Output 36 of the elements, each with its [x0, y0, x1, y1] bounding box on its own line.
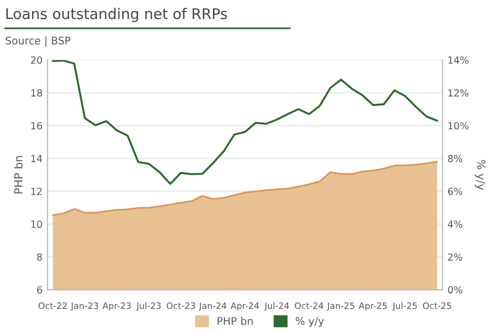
- x-tick-label: Oct-22: [38, 302, 67, 309]
- x-tick-label: Jul-24: [264, 302, 289, 311]
- y-tick-label: 10: [31, 220, 42, 228]
- x-tick-label: Jan-24: [198, 302, 226, 311]
- y2-tick-label: 2%: [448, 253, 462, 261]
- y2-tick-label: 0%: [448, 286, 462, 294]
- line-series: [52, 60, 438, 185]
- x-tick-label: Jul-23: [136, 302, 161, 311]
- y-tick-label: 14: [31, 155, 42, 162]
- x-tick-label: Oct-25: [422, 302, 452, 309]
- y-tick-label: 16: [31, 122, 42, 130]
- x-tick-label: Jan-25: [326, 302, 354, 311]
- chart-title: Loans outstanding net of RRPs: [6, 8, 227, 22]
- y2-tick-label: 4%: [448, 220, 462, 228]
- chart-subtitle: Source | BSP: [6, 36, 70, 47]
- y2-tick-label: 12%: [448, 89, 468, 97]
- x-tick-label: Oct-23: [166, 302, 195, 309]
- y2-axis-title: % y/y: [474, 160, 486, 190]
- y-tick-label: 6: [37, 286, 42, 294]
- y2-tick-label: 8%: [448, 154, 462, 162]
- y2-tick-label: 10%: [448, 122, 468, 130]
- y2-tick-label: 14%: [448, 56, 468, 64]
- legend-label: % y/y: [296, 317, 324, 327]
- y-tick-label: 12: [31, 188, 42, 195]
- x-tick-label: Apr-23: [102, 302, 131, 311]
- y-axis-title: PHP bn: [14, 156, 23, 194]
- y2-tick-label: 6%: [448, 188, 462, 196]
- x-tick-label: Oct-24: [294, 302, 324, 309]
- y-tick-label: 20: [30, 56, 42, 64]
- legend-label: PHP bn: [218, 316, 253, 325]
- x-tick-label: Apr-25: [358, 302, 387, 311]
- y-tick-label: 8: [37, 253, 42, 261]
- x-tick-label: Apr-24: [230, 302, 259, 311]
- y-tick-label: 18: [31, 89, 42, 97]
- x-tick-label: Jan-23: [70, 302, 98, 311]
- x-tick-label: Jul-25: [392, 302, 417, 311]
